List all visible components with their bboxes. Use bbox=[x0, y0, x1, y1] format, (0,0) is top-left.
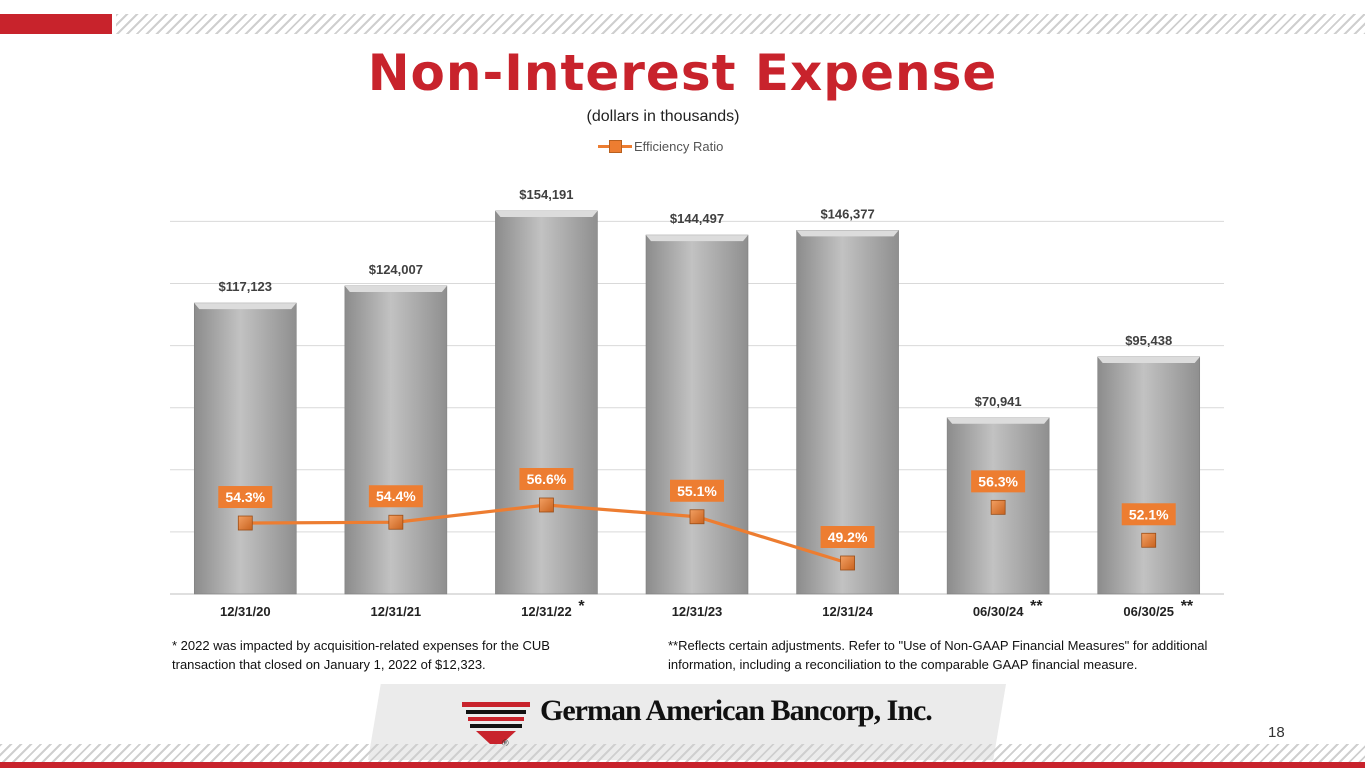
bottom-hatch-band bbox=[0, 744, 1365, 762]
brand-name: German American Bancorp, Inc. bbox=[540, 694, 933, 727]
footnote-non-gaap: **Reflects certain adjustments. Refer to… bbox=[668, 638, 1208, 672]
top-hatch-band bbox=[116, 14, 1365, 34]
legend-label: Efficiency Ratio bbox=[634, 138, 724, 154]
x-tick-label: 12/31/24 bbox=[822, 604, 873, 619]
efficiency-ratio-label: 52.1% bbox=[1129, 506, 1169, 522]
x-tick-footnote-mark: ** bbox=[1030, 598, 1043, 615]
efficiency-ratio-label: 55.1% bbox=[677, 483, 717, 499]
data-label-box bbox=[1121, 503, 1176, 526]
efficiency-ratio-point bbox=[840, 555, 855, 571]
efficiency-ratio-point bbox=[237, 515, 253, 531]
page-title: Non-Interest Expense bbox=[367, 44, 998, 102]
bar-value-label: $154,191 bbox=[519, 187, 573, 202]
x-tick-label: 06/30/25 bbox=[1123, 604, 1174, 619]
bottom-red-bar bbox=[0, 762, 1365, 768]
efficiency-ratio-label: 54.4% bbox=[376, 488, 416, 504]
registered-mark: ® bbox=[502, 738, 509, 748]
x-tick-label: 12/31/20 bbox=[220, 604, 271, 619]
efficiency-ratio-point bbox=[388, 514, 404, 530]
footnote-acquisition: * 2022 was impacted by acquisition-relat… bbox=[172, 638, 550, 672]
efficiency-ratio-point bbox=[990, 499, 1006, 515]
data-label-box bbox=[971, 470, 1026, 493]
bank-logo-icon bbox=[462, 702, 530, 744]
expense-chart: $117,123 $124,007 $154,191 $144,497 $146,377… bbox=[170, 187, 1224, 619]
x-tick-label: 12/31/23 bbox=[672, 604, 723, 619]
bar-value-label: $144,497 bbox=[670, 211, 724, 226]
data-label-box bbox=[670, 479, 724, 502]
data-label-box bbox=[368, 485, 423, 508]
efficiency-ratio-label: 56.6% bbox=[527, 471, 567, 487]
bar-value-label: $117,123 bbox=[219, 279, 273, 294]
data-label-box bbox=[218, 486, 273, 509]
top-red-bar bbox=[0, 14, 112, 34]
bar bbox=[344, 285, 448, 595]
data-label-box bbox=[820, 526, 875, 548]
bar bbox=[495, 210, 598, 595]
legend-line-marker-icon bbox=[598, 139, 632, 153]
bar-value-label: $70,941 bbox=[975, 394, 1022, 409]
efficiency-ratio-point bbox=[539, 497, 554, 513]
bar-top-bevel bbox=[495, 211, 598, 217]
x-tick-label: 12/31/21 bbox=[371, 604, 422, 619]
chart-subtitle: (dollars in thousands) bbox=[586, 108, 740, 125]
efficiency-ratio-label: 56.3% bbox=[978, 473, 1018, 489]
bar bbox=[645, 234, 749, 595]
bar-top-bevel bbox=[1097, 356, 1200, 363]
efficiency-ratio-point bbox=[1141, 532, 1157, 548]
bar bbox=[1097, 356, 1201, 595]
bar-top-bevel bbox=[344, 285, 447, 292]
efficiency-ratio-label: 49.2% bbox=[828, 529, 868, 545]
bar-top-bevel bbox=[646, 235, 748, 242]
x-tick-footnote-mark: ** bbox=[1181, 598, 1194, 615]
chart-legend: Efficiency Ratio bbox=[598, 137, 723, 155]
bar bbox=[193, 302, 297, 595]
data-label-box bbox=[519, 468, 574, 490]
bar-top-bevel bbox=[194, 303, 297, 310]
bar-top-bevel bbox=[947, 417, 1050, 424]
bar-value-label: $124,007 bbox=[369, 262, 423, 277]
page-number: 18 bbox=[1268, 724, 1285, 741]
efficiency-ratio-label: 54.3% bbox=[225, 489, 265, 505]
x-tick-footnote-mark: * bbox=[578, 598, 585, 615]
bar-top-bevel bbox=[796, 230, 899, 237]
x-tick-label: 06/30/24 bbox=[973, 604, 1024, 619]
efficiency-ratio-point bbox=[689, 509, 705, 525]
x-tick-label: 12/31/22 bbox=[521, 604, 572, 619]
bar-value-label: $146,377 bbox=[820, 206, 874, 221]
bar-value-label: $95,438 bbox=[1125, 333, 1172, 348]
